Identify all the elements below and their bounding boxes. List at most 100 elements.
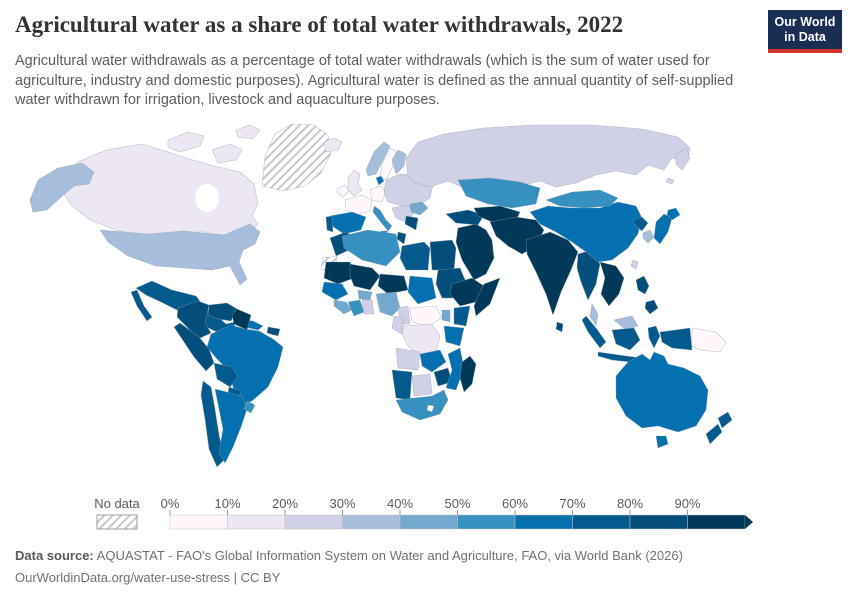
country-iceland[interactable]: Iceland: 10-20% [323,137,343,153]
country-north-korea[interactable]: North Korea: 70-80% [633,216,649,232]
country-botswana[interactable]: Botswana: 20-30% [411,373,433,397]
legend-bin-8[interactable]: 80-90% [629,514,688,530]
legend-bin-1[interactable]: 10-20% [227,514,286,530]
country-ghana[interactable]: Ghana: 20-30% [361,299,375,315]
country-burkina-faso[interactable]: Burkina Faso: 40-50% [357,289,373,301]
country-united-states[interactable]: United States: 30-40% [99,223,261,286]
legend-bin-4[interactable]: 40-50% [399,514,458,530]
legend-bin-0[interactable]: 0-10% [169,514,228,530]
country-bolivia[interactable]: Bolivia: 70-80% [213,362,239,388]
owid-logo[interactable]: Our World in Data [768,10,842,53]
country-romania[interactable]: Romania: 40-50% [409,201,429,216]
country-south-korea[interactable]: South Korea: 30-40% [642,229,655,244]
country-brazil[interactable]: Brazil: 60-70% [206,324,284,406]
country-madagascar[interactable]: Madagascar: 90-100% [459,355,477,393]
legend-bin-5[interactable]: 50-60% [457,514,516,530]
country-finland[interactable]: Finland: 30-40% [391,149,407,175]
country-malaysia-peninsula[interactable]: Malaysia: 30-40% [589,303,599,327]
country-peru[interactable]: Peru: 80-90% [173,322,215,372]
country-united-kingdom[interactable]: United Kingdom: 10-20% [347,169,363,197]
country-indochina[interactable]: Thailand, Laos, Vietnam & Cambodia: 90-1… [599,261,625,307]
country-nigeria[interactable]: Nigeria: 40-50% [375,291,401,317]
country-egypt[interactable]: Egypt: 80-90% [429,239,457,271]
country-sri-lanka[interactable]: Sri Lanka: 80-90% [555,321,564,333]
country-new-zealand-north[interactable]: New Zealand: 70-80% [717,411,733,429]
country-kuril-islands[interactable]: Russia: 20-30% [665,177,675,185]
country-portugal[interactable]: Portugal: 70-80% [325,215,334,233]
country-papua-new-guinea[interactable]: Papua New Guinea: 0-10% [691,327,727,353]
country-venezuela[interactable]: Venezuela: 80-90% [207,302,238,322]
country-algeria[interactable]: Algeria: 50-60% [341,229,401,267]
country-uruguay[interactable]: Uruguay: 50-60% [243,400,256,414]
country-russia[interactable]: Russia: 20-30% [405,124,691,188]
country-malaysia-borneo[interactable]: Malaysia: 30-40% [613,315,639,331]
country-new-zealand-south[interactable]: New Zealand: 70-80% [705,423,723,445]
country-sweden[interactable]: Sweden: 0-10% [379,147,397,181]
country-canada-arctic-3[interactable]: Canada: 10-20% [235,124,261,140]
country-canada-arctic-1[interactable]: Canada: 10-20% [167,131,205,153]
footer-link-line[interactable]: OurWorldinData.org/water-use-stress | CC… [15,570,281,585]
country-libya[interactable]: Libya: 70-80% [399,241,431,271]
legend-bin-2[interactable]: 20-30% [284,514,343,530]
country-namibia[interactable]: Namibia: 70-80% [391,369,413,401]
country-borneo[interactable]: Indonesia: 70-80% [611,327,641,351]
country-chile[interactable]: Chile: 70-80% [200,380,226,468]
country-philippines-south[interactable]: Philippines: 80-90% [644,299,659,315]
country-mozambique[interactable]: Mozambique: 60-70% [445,347,465,391]
legend-no-data-swatch[interactable] [96,514,138,530]
country-mongolia[interactable]: Mongolia: 50-60% [545,189,619,209]
country-somalia[interactable]: Somalia: 90-100% [473,277,501,317]
country-kazakhstan[interactable]: Kazakhstan: 50-60% [457,177,541,209]
country-cote-divoire[interactable]: Côte d'Ivoire: 50-60% [347,299,365,317]
country-philippines-north[interactable]: Philippines: 80-90% [635,275,650,295]
country-kenya[interactable]: Kenya: 70-80% [453,305,471,327]
country-australia[interactable]: Australia: 60-70% [615,351,709,433]
country-sumatra[interactable]: Indonesia: 70-80% [581,315,607,349]
country-uganda[interactable]: Uganda: 40-50% [441,309,451,323]
country-middle-east[interactable]: Arabian Peninsula & Iraq: 90-100% [455,223,495,281]
country-ireland[interactable]: Ireland: 0-10% [336,184,350,198]
country-angola[interactable]: Angola: 20-30% [395,347,421,371]
country-niger[interactable]: Niger: 90-100% [377,273,409,295]
country-canada-arctic-2[interactable]: Canada: 10-20% [211,143,243,164]
country-central-african-republic[interactable]: Central African Republic: 0-10% [409,305,443,327]
country-alaska[interactable]: United States: 30-40% [29,162,95,213]
country-turkey[interactable]: Turkey: 80-90% [445,209,485,226]
country-taiwan[interactable]: Taiwan: 20-30% [630,259,639,270]
country-west-papua[interactable]: Indonesia: 70-80% [659,327,693,351]
legend-bin-9[interactable]: 90-100% [687,514,746,530]
country-chad[interactable]: Chad: 60-70% [407,275,437,305]
country-tanzania[interactable]: Tanzania: 60-70% [443,325,465,347]
country-denmark[interactable]: Denmark: 60-70% [375,175,385,186]
country-kamchatka[interactable]: Russia: 20-30% [675,147,691,171]
country-tasmania[interactable]: Australia: 60-70% [655,435,669,449]
country-greenland[interactable]: Greenland: No data [261,123,332,192]
country-guyanas[interactable]: Guyana & Suriname: 90-100% [231,308,252,331]
legend-bin-3[interactable]: 30-40% [342,514,401,530]
country-mali[interactable]: Mali: 90-100% [349,263,381,291]
country-argentina[interactable]: Argentina: 60-70% [214,388,248,464]
country-congo-gabon[interactable]: Congo & Gabon: 20-30% [391,315,405,335]
country-hispaniola[interactable]: Hispaniola: 80-90% [266,326,281,337]
country-sulawesi[interactable]: Indonesia: 70-80% [647,325,661,349]
country-india[interactable]: India: 90-100% [525,231,579,316]
country-france[interactable]: France: 0-10% [344,194,373,216]
legend-bin-7[interactable]: 70-80% [572,514,631,530]
country-tunisia[interactable]: Tunisia: 80-90% [396,231,407,245]
country-zambia[interactable]: Zambia: 60-70% [419,349,447,373]
legend-bin-6[interactable]: 60-70% [514,514,573,530]
country-hokkaido[interactable]: Japan: 60-70% [666,207,681,221]
country-spain[interactable]: Spain: 60-70% [329,211,367,235]
country-lesotho[interactable]: Lesotho: 0-10% [426,404,435,413]
country-baja[interactable]: Mexico: 70-80% [130,289,153,322]
country-senegal-guinea[interactable]: Senegal & Guinea: 60-70% [321,281,349,301]
country-norway[interactable]: Norway: 30-40% [365,141,391,177]
country-japan[interactable]: Japan: 60-70% [653,213,673,245]
country-mauritania[interactable]: Mauritania: 90-100% [323,261,355,285]
country-germany[interactable]: Germany: 0-10% [369,185,387,203]
country-south-africa[interactable]: South Africa: 50-60% [395,389,449,421]
country-greece[interactable]: Greece: 80-90% [404,215,419,231]
country-sierra-leone-liberia[interactable]: Sierra Leone & Liberia: 40-50% [333,299,353,315]
country-italy[interactable]: Italy: 50-60% [372,205,393,232]
country-colombia[interactable]: Colombia: 80-90% [176,300,212,340]
